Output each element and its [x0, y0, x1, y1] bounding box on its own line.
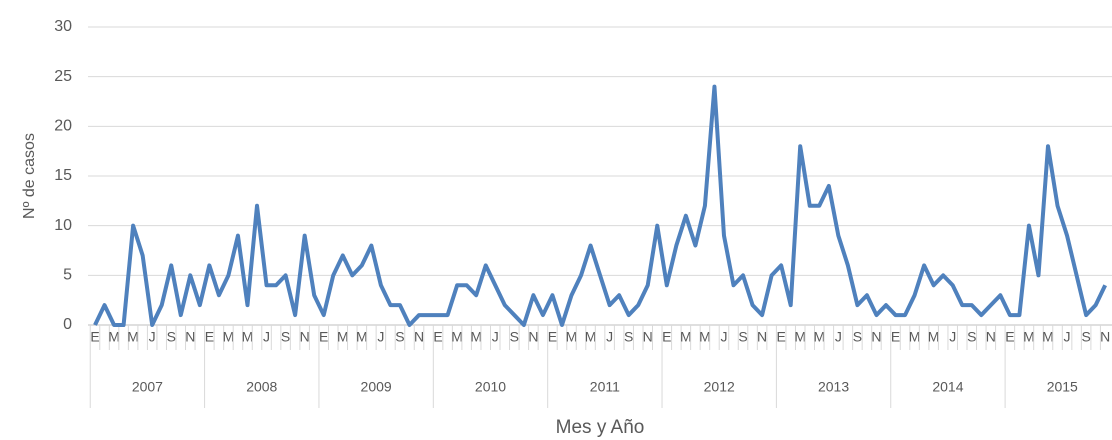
x-tick-label: J — [835, 329, 842, 345]
x-tick-label: S — [624, 329, 633, 345]
x-tick-label: E — [662, 329, 671, 345]
x-tick-label: N — [757, 329, 767, 345]
y-tick-label: 30 — [54, 18, 72, 35]
year-label: 2008 — [246, 379, 277, 395]
y-tick-label: 0 — [63, 316, 72, 333]
x-tick-label: M — [242, 329, 254, 345]
year-label: 2013 — [818, 379, 849, 395]
x-tick-label: N — [528, 329, 538, 345]
x-tick-label: N — [643, 329, 653, 345]
x-tick-label: N — [300, 329, 310, 345]
x-tick-label: M — [909, 329, 921, 345]
y-axis-label: Nº de casos — [21, 133, 38, 219]
x-tick-label: N — [1100, 329, 1110, 345]
x-tick-label: J — [492, 329, 499, 345]
x-tick-label: M — [813, 329, 825, 345]
x-tick-label: N — [986, 329, 996, 345]
x-tick-label: S — [395, 329, 404, 345]
x-tick-label: M — [451, 329, 463, 345]
x-tick-label: E — [205, 329, 214, 345]
y-tick-label: 10 — [54, 217, 72, 234]
x-tick-label: J — [606, 329, 613, 345]
x-tick-label: S — [167, 329, 176, 345]
x-tick-label: M — [680, 329, 692, 345]
x-tick-label: J — [720, 329, 727, 345]
x-tick-label: M — [1042, 329, 1054, 345]
year-label: 2011 — [590, 379, 620, 395]
year-label: 2012 — [704, 379, 735, 395]
data-line — [93, 84, 1107, 327]
x-tick-label: J — [263, 329, 270, 345]
x-tick-label: M — [337, 329, 349, 345]
x-tick-label: E — [891, 329, 900, 345]
x-tick-label: S — [1081, 329, 1090, 345]
x-tick-label: J — [377, 329, 384, 345]
y-tick-label: 15 — [54, 167, 72, 184]
x-tick-label: S — [853, 329, 862, 345]
x-tick-label: M — [699, 329, 711, 345]
x-tick-label: M — [585, 329, 597, 345]
x-tick-label: M — [1023, 329, 1035, 345]
x-tick-label: M — [470, 329, 482, 345]
x-tick-label: E — [776, 329, 785, 345]
x-tick-label: E — [433, 329, 442, 345]
x-tick-label: M — [356, 329, 368, 345]
x-axis-label: Mes y Año — [556, 417, 645, 438]
x-tick-label: M — [223, 329, 235, 345]
year-label: 2007 — [132, 379, 163, 395]
x-tick-label: S — [738, 329, 747, 345]
y-tick-label: 20 — [54, 118, 72, 135]
year-label: 2014 — [932, 379, 963, 395]
year-label: 2010 — [475, 379, 506, 395]
x-tick-label: E — [1005, 329, 1014, 345]
y-tick-label: 5 — [63, 267, 72, 284]
x-tick-label: M — [794, 329, 806, 345]
x-tick-label: N — [871, 329, 881, 345]
x-tick-label: J — [949, 329, 956, 345]
y-tick-label: 25 — [54, 68, 72, 85]
x-tick-label: S — [281, 329, 290, 345]
x-tick-label: E — [319, 329, 328, 345]
x-tick-label: S — [967, 329, 976, 345]
x-tick-label: E — [548, 329, 557, 345]
x-tick-label: N — [414, 329, 424, 345]
x-tick-label: M — [108, 329, 120, 345]
x-tick-label: J — [149, 329, 156, 345]
x-tick-label: M — [566, 329, 578, 345]
x-tick-label: E — [90, 329, 99, 345]
x-tick-label: M — [127, 329, 139, 345]
x-tick-label: N — [185, 329, 195, 345]
x-tick-label: J — [1064, 329, 1071, 345]
x-tick-label: S — [510, 329, 519, 345]
year-label: 2009 — [361, 379, 392, 395]
x-tick-label: M — [928, 329, 940, 345]
year-label: 2015 — [1047, 379, 1078, 395]
